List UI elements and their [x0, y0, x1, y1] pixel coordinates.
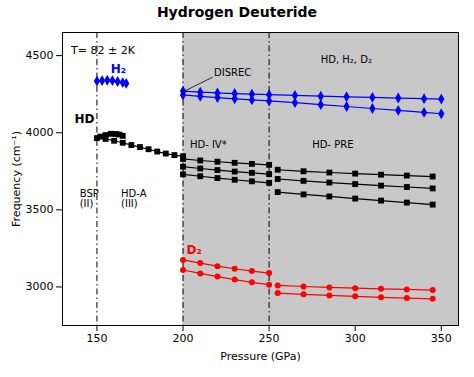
svg-text:350: 350 — [431, 332, 452, 345]
svg-text:250: 250 — [259, 332, 280, 345]
svg-text:HD-A(III): HD-A(III) — [121, 188, 147, 209]
svg-text:4500: 4500 — [26, 49, 54, 62]
svg-text:BSP(II): BSP(II) — [80, 188, 99, 209]
svg-text:300: 300 — [345, 332, 366, 345]
html-text:Hydrogen Deuteride: Hydrogen Deuteride — [156, 4, 318, 20]
svg-text:150: 150 — [86, 332, 107, 345]
svg-text:HD- PRE: HD- PRE — [312, 139, 353, 150]
svg-text:HD: HD — [75, 112, 95, 126]
svg-text:200: 200 — [173, 332, 194, 345]
svg-text:3500: 3500 — [26, 203, 54, 216]
svg-text:D₂: D₂ — [186, 243, 201, 257]
svg-text:Frequency (cm⁻¹): Frequency (cm⁻¹) — [10, 131, 23, 227]
svg-text:HD- IV*: HD- IV* — [190, 139, 227, 150]
svg-text:3000: 3000 — [26, 280, 54, 293]
svg-text:4000: 4000 — [26, 126, 54, 139]
svg-text:DISREC: DISREC — [214, 67, 251, 78]
svg-text:T= 82 ± 2K: T= 82 ± 2K — [70, 44, 136, 57]
svg-text:Pressure (GPa): Pressure (GPa) — [220, 350, 300, 363]
svg-text:HD, H₂, D₂: HD, H₂, D₂ — [321, 54, 372, 65]
svg-text:H₂: H₂ — [111, 62, 126, 76]
